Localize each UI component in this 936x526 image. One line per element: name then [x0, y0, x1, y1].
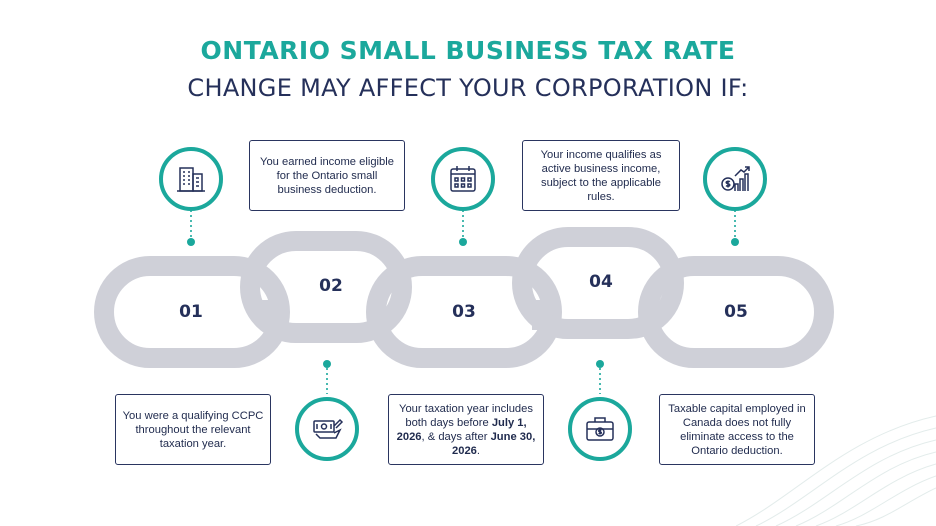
step-number-03: 03: [452, 302, 476, 322]
cash-document-icon: [313, 418, 344, 439]
page-subtitle: CHANGE MAY AFFECT YOUR CORPORATION IF:: [187, 74, 749, 102]
step-03-text-box: Your taxation year includes both days be…: [388, 394, 544, 465]
page-title: ONTARIO SMALL BUSINESS TAX RATE: [200, 36, 736, 65]
dollar-growth-chart-icon: [721, 166, 750, 191]
step-05-text: Taxable capital employed in Canada does …: [668, 402, 806, 457]
briefcase-dollar-icon: [586, 417, 614, 441]
step-02-text-box: You earned income eligible for the Ontar…: [249, 140, 405, 211]
step-05-text-box: Taxable capital employed in Canada does …: [659, 394, 815, 465]
calendar-icon: [450, 166, 476, 192]
step-number-05: 05: [724, 302, 748, 322]
step-02-text: You earned income eligible for the Ontar…: [260, 155, 394, 196]
chain-link-05: [638, 256, 834, 368]
step-05-icon-circle: [703, 147, 767, 211]
step-number-01: 01: [179, 302, 203, 322]
step-01-icon-circle: [159, 147, 223, 211]
step-03-icon-circle: [431, 147, 495, 211]
step-01-text-box: You were a qualifying CCPC throughout th…: [115, 394, 271, 465]
step-04-text-box: Your income qualifies as active business…: [522, 140, 680, 211]
step-02-icon-circle: [295, 397, 359, 461]
decorative-wave-lines: [736, 415, 936, 526]
step-01-text: You were a qualifying CCPC throughout th…: [122, 409, 264, 450]
step-03-text: Your taxation year includes both days be…: [396, 402, 536, 457]
step-number-02: 02: [319, 276, 343, 296]
step-04-text: Your income qualifies as active business…: [540, 148, 662, 203]
chain-link-02: [240, 231, 412, 343]
step-04-icon-circle: [568, 397, 632, 461]
office-building-icon: [177, 167, 205, 192]
chain-link-04: [512, 227, 684, 339]
step-number-04: 04: [589, 272, 613, 292]
